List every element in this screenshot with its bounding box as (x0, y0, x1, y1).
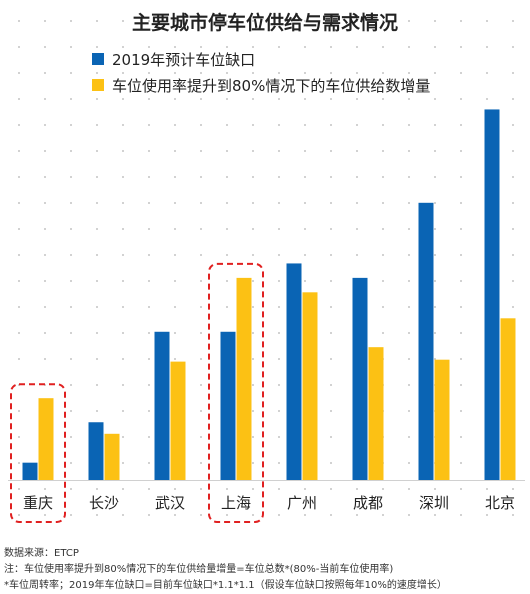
chart-title: 主要城市停车位供给与需求情况 (131, 12, 398, 34)
legend-swatch-yellow (92, 79, 104, 91)
bar-gap-2 (154, 331, 170, 480)
bar-chart: 重庆 长沙 武汉 上海 广州 成都 深圳 北京 (8, 109, 525, 523)
bar-gap-0 (22, 462, 38, 480)
legend-swatch-blue (92, 53, 104, 65)
highlight-box-3 (208, 262, 264, 523)
bar-supply-2 (170, 361, 186, 480)
legend-item-series-1: 2019年预计车位缺口 (92, 46, 430, 72)
x-tick-label-3: 上海 (221, 494, 251, 512)
bar-supply-0 (38, 398, 54, 480)
footnote-2: *车位周转率；2019年车位缺口=目前车位缺口*1.1*1.1（假设车位缺口按照… (4, 580, 447, 591)
footnotes: 数据来源：ETCP 注：车位使用率提升到80%情况下的车位供给量增量=车位总数*… (4, 546, 528, 594)
bar-gap-3 (220, 331, 236, 480)
bar-supply-7 (500, 318, 516, 480)
bar-gap-4 (286, 263, 302, 480)
x-tick-label-7: 北京 (485, 494, 515, 512)
source-note: 数据来源：ETCP (4, 548, 79, 559)
legend-label-series-1: 2019年预计车位缺口 (112, 50, 256, 69)
legend-label-series-2: 车位使用率提升到80%情况下的车位供给数增量 (112, 76, 431, 95)
bar-gap-5 (352, 277, 368, 480)
footnote-1: 注：车位使用率提升到80%情况下的车位供给量增量=车位总数*(80%-当前车位使… (4, 564, 394, 575)
bar-supply-6 (434, 359, 450, 480)
legend: 2019年预计车位缺口 车位使用率提升到80%情况下的车位供给数增量 (92, 46, 430, 98)
bar-gap-6 (418, 202, 434, 481)
x-tick-label-1: 长沙 (89, 494, 119, 512)
x-tick-label-0: 重庆 (23, 494, 53, 512)
bar-supply-5 (368, 347, 384, 480)
highlight-box-0 (10, 383, 66, 523)
bar-supply-3 (236, 277, 252, 480)
bar-gap-1 (88, 422, 104, 480)
x-tick-label-6: 深圳 (419, 494, 449, 512)
bar-gap-7 (484, 109, 500, 480)
x-tick-label-4: 广州 (287, 494, 317, 512)
x-tick-label-2: 武汉 (155, 494, 185, 512)
bar-supply-4 (302, 292, 318, 480)
x-tick-label-5: 成都 (353, 494, 383, 512)
legend-item-series-2: 车位使用率提升到80%情况下的车位供给数增量 (92, 72, 430, 98)
bar-supply-1 (104, 433, 120, 480)
